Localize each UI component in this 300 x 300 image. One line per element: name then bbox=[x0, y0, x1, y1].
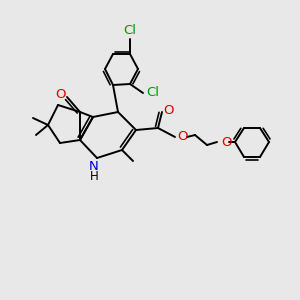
Text: O: O bbox=[55, 88, 65, 101]
Text: N: N bbox=[89, 160, 99, 173]
Text: Cl: Cl bbox=[146, 86, 160, 100]
Text: H: H bbox=[90, 169, 98, 182]
Text: O: O bbox=[163, 103, 173, 116]
Text: Cl: Cl bbox=[124, 23, 136, 37]
Text: O: O bbox=[221, 136, 231, 148]
Text: O: O bbox=[177, 130, 187, 143]
